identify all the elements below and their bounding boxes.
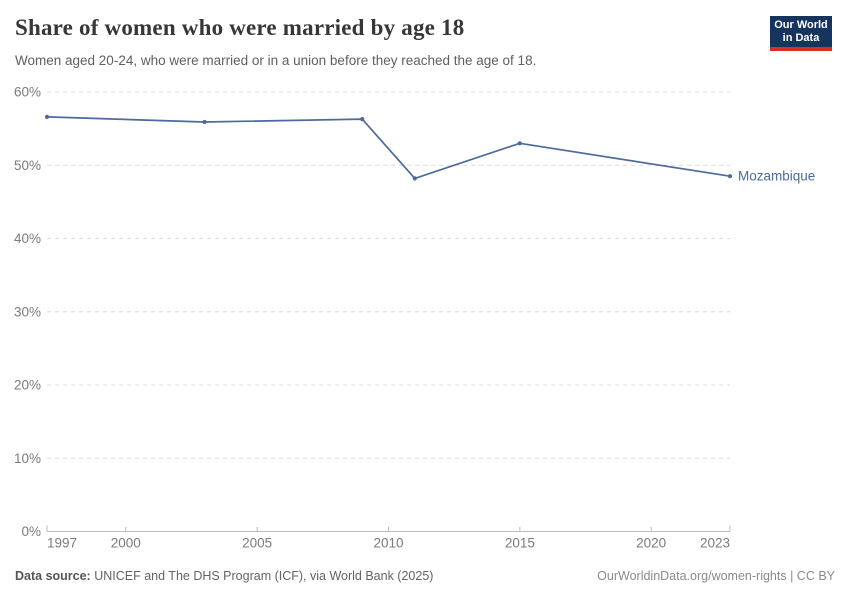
data-point-mozambique-2011[interactable] <box>412 176 417 181</box>
x-tick-label-2000: 2000 <box>111 536 141 551</box>
x-tick-label-2023: 2023 <box>700 536 730 551</box>
series-line-mozambique[interactable] <box>46 116 731 180</box>
owid-logo-box: Our World in Data <box>770 16 832 47</box>
y-tick-label-60: 60% <box>14 85 41 100</box>
owid-logo-line2: in Data <box>782 32 820 44</box>
data-point-mozambique-1997[interactable] <box>44 114 50 119</box>
data-source-text: UNICEF and The DHS Program (ICF), via Wo… <box>90 569 434 583</box>
x-tick-label-2015: 2015 <box>505 536 535 551</box>
data-point-mozambique-2009[interactable] <box>360 117 365 122</box>
x-tick-label-1997: 1997 <box>47 536 77 551</box>
data-point-mozambique-2015[interactable] <box>517 141 522 146</box>
chart-footer: Data source: UNICEF and The DHS Program … <box>15 569 835 583</box>
owid-logo-red-bar <box>770 47 832 51</box>
page-title: Share of women who were married by age 1… <box>15 15 465 40</box>
owid-logo-line1: Our World <box>774 19 828 31</box>
data-source-label: Data source: <box>15 569 91 583</box>
owid-logo[interactable]: Our World in Data <box>770 16 832 51</box>
y-tick-label-20: 20% <box>14 378 41 393</box>
y-tick-label-50: 50% <box>14 158 41 173</box>
data-point-mozambique-2023[interactable] <box>727 174 733 179</box>
data-source-note: Data source: UNICEF and The DHS Program … <box>15 569 433 583</box>
entity-label-mozambique[interactable]: Mozambique <box>738 169 815 184</box>
y-tick-label-40: 40% <box>14 231 41 246</box>
x-tick-label-2020: 2020 <box>636 536 666 551</box>
data-point-mozambique-2003[interactable] <box>202 119 207 125</box>
chart-subtitle: Women aged 20-24, who were married or in… <box>15 53 537 68</box>
x-tick-label-2010: 2010 <box>373 536 403 551</box>
rights-link[interactable]: OurWorldinData.org/women-rights | CC BY <box>597 569 835 583</box>
line-chart: 0% 10% 20% 30% 40% 50% 60% 1997 2000 2005 2010 2015… <box>14 85 815 551</box>
y-tick-label-30: 30% <box>14 304 41 319</box>
x-tick-label-2005: 2005 <box>242 536 272 551</box>
y-tick-label-10: 10% <box>14 451 41 466</box>
y-tick-label-0: 0% <box>21 524 41 539</box>
